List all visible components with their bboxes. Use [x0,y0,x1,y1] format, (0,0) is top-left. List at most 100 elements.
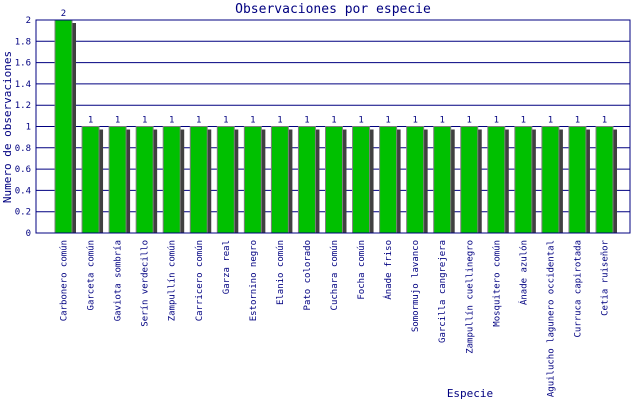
bar [379,126,398,234]
bar-shadow [423,129,428,233]
x-tick-label: Ánade friso [382,240,394,300]
bar-shadow [585,129,590,233]
data-label: 1 [277,116,282,126]
bar [595,126,614,234]
data-label: 1 [412,116,417,126]
data-label: 1 [223,116,228,126]
bar-shadow [613,129,617,233]
y-tick-label: 0.8 [15,144,31,154]
bar [189,126,208,234]
bar [406,126,425,234]
y-axis-label: Numero de observaciones [1,51,14,203]
data-label: 1 [575,116,580,126]
data-label: 1 [142,116,147,126]
data-label: 1 [548,116,553,126]
data-label: 1 [494,116,499,126]
bar-shadow [396,129,401,233]
data-label: 1 [331,116,336,126]
x-tick-label: Elanio común [276,240,286,305]
x-tick-label: Pato colorado [303,240,313,310]
data-label: 1 [358,116,363,126]
bar-shadow [72,23,76,233]
bar-shadow [261,129,266,233]
bar [81,126,100,234]
x-tick-label: Ánade azulón [517,240,529,305]
x-tick-label: Curruca capirotada [573,240,583,338]
y-tick-label: 1.8 [15,37,31,47]
y-tick-label: 1.6 [15,59,31,69]
bar [54,19,73,234]
x-tick-label: Serín verdecillo [141,240,151,327]
y-tick-label: 2 [26,16,31,26]
x-tick-label: Mosquitero común [492,240,502,327]
y-tick-label: 0.6 [15,165,31,175]
data-label: 1 [169,116,174,126]
bar-shadow [342,129,347,233]
bar [216,126,235,234]
y-tick-label: 1.2 [15,101,31,111]
data-label: 1 [196,116,201,126]
bar [487,126,506,234]
bar-shadow [126,129,131,233]
x-tick-label: Gaviota sombría [114,240,124,321]
bar-shadow [288,129,293,233]
data-label: 1 [115,116,120,126]
bar-shadow [180,129,185,233]
bar [568,126,587,234]
x-tick-label: Focha común [357,240,367,300]
bar-shadow [504,129,509,233]
bar-shadow [558,129,563,233]
data-label: 2 [61,9,66,19]
bar-shadow [207,129,212,233]
data-label: 1 [304,116,309,126]
x-tick-label: Estornino negro [249,240,259,321]
data-label: 1 [602,116,607,126]
x-tick-label: Cuchara común [330,240,340,310]
x-tick-label: Garza real [222,240,232,294]
bar [352,126,371,234]
bar [135,126,154,234]
x-tick-label: Zampullín común [168,240,178,321]
bar [108,126,127,234]
bar-shadow [99,129,104,233]
data-label: 1 [385,116,390,126]
bar-shadow [234,129,239,233]
bar [460,126,479,234]
x-tick-label: Aguilucho lagunero occidental [546,240,556,397]
x-axis-label: Especie [447,387,493,400]
x-tick-label: Garceta común [87,240,97,310]
data-label: 1 [521,116,526,126]
bar [297,126,316,234]
bar-shadow [450,129,455,233]
y-tick-label: 0.4 [15,186,31,196]
bar [243,126,262,234]
data-label: 1 [250,116,255,126]
x-tick-label: Carbonero común [60,240,70,321]
y-tick-label: 1.4 [15,80,31,90]
bar [433,126,452,234]
bar [541,126,560,234]
bar-shadow [153,129,158,233]
bar [514,126,533,234]
x-tick-label: Cetia ruiseñor [601,239,611,315]
y-tick-label: 0.2 [15,208,31,218]
y-tick-label: 1 [26,123,31,133]
data-label: 1 [467,116,472,126]
x-tick-label: Zampullín cuellinegro [465,240,475,354]
data-label: 1 [439,116,444,126]
bar-shadow [531,129,536,233]
plot-frame [35,19,631,234]
bar [270,126,289,234]
y-tick-label: 0 [26,229,31,239]
bar [325,126,343,234]
bar [162,126,181,234]
chart-title: Observaciones por especie [235,2,431,17]
data-label: 1 [88,116,93,126]
x-tick-label: Somormujo lavanco [411,240,421,332]
bar-shadow [477,129,482,233]
x-tick-label: Garcilla cangrejera [438,240,448,343]
bar-shadow [369,129,374,233]
x-tick-label: Carricero común [195,240,205,321]
bar-shadow [315,129,320,233]
